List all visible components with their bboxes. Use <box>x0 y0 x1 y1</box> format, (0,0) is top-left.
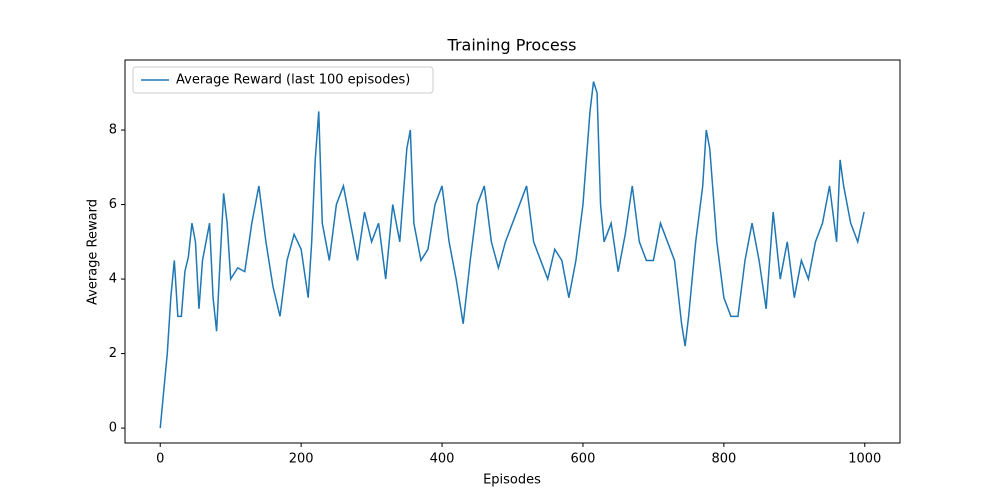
x-axis-label: Episodes <box>483 473 541 488</box>
x-tick-label: 600 <box>571 452 596 467</box>
y-axis-label: Average Reward <box>86 199 101 305</box>
line-series <box>159 81 865 429</box>
x-tick-label: 400 <box>430 452 455 467</box>
chart-title: Training Process <box>447 36 577 55</box>
y-tick-label: 4 <box>109 272 117 287</box>
y-tick-label: 8 <box>109 123 117 138</box>
y-tick-label: 2 <box>109 346 117 361</box>
x-tick-label: 1000 <box>848 452 881 467</box>
y-tick-label: 6 <box>109 197 117 212</box>
x-tick-label: 0 <box>156 452 164 467</box>
x-tick-label: 800 <box>711 452 736 467</box>
legend-box <box>132 66 434 94</box>
y-tick-label: 0 <box>109 421 117 436</box>
plot-frame <box>124 59 901 444</box>
legend-label: Average Reward (last 100 episodes) <box>176 73 410 88</box>
x-tick-label: 200 <box>289 452 314 467</box>
